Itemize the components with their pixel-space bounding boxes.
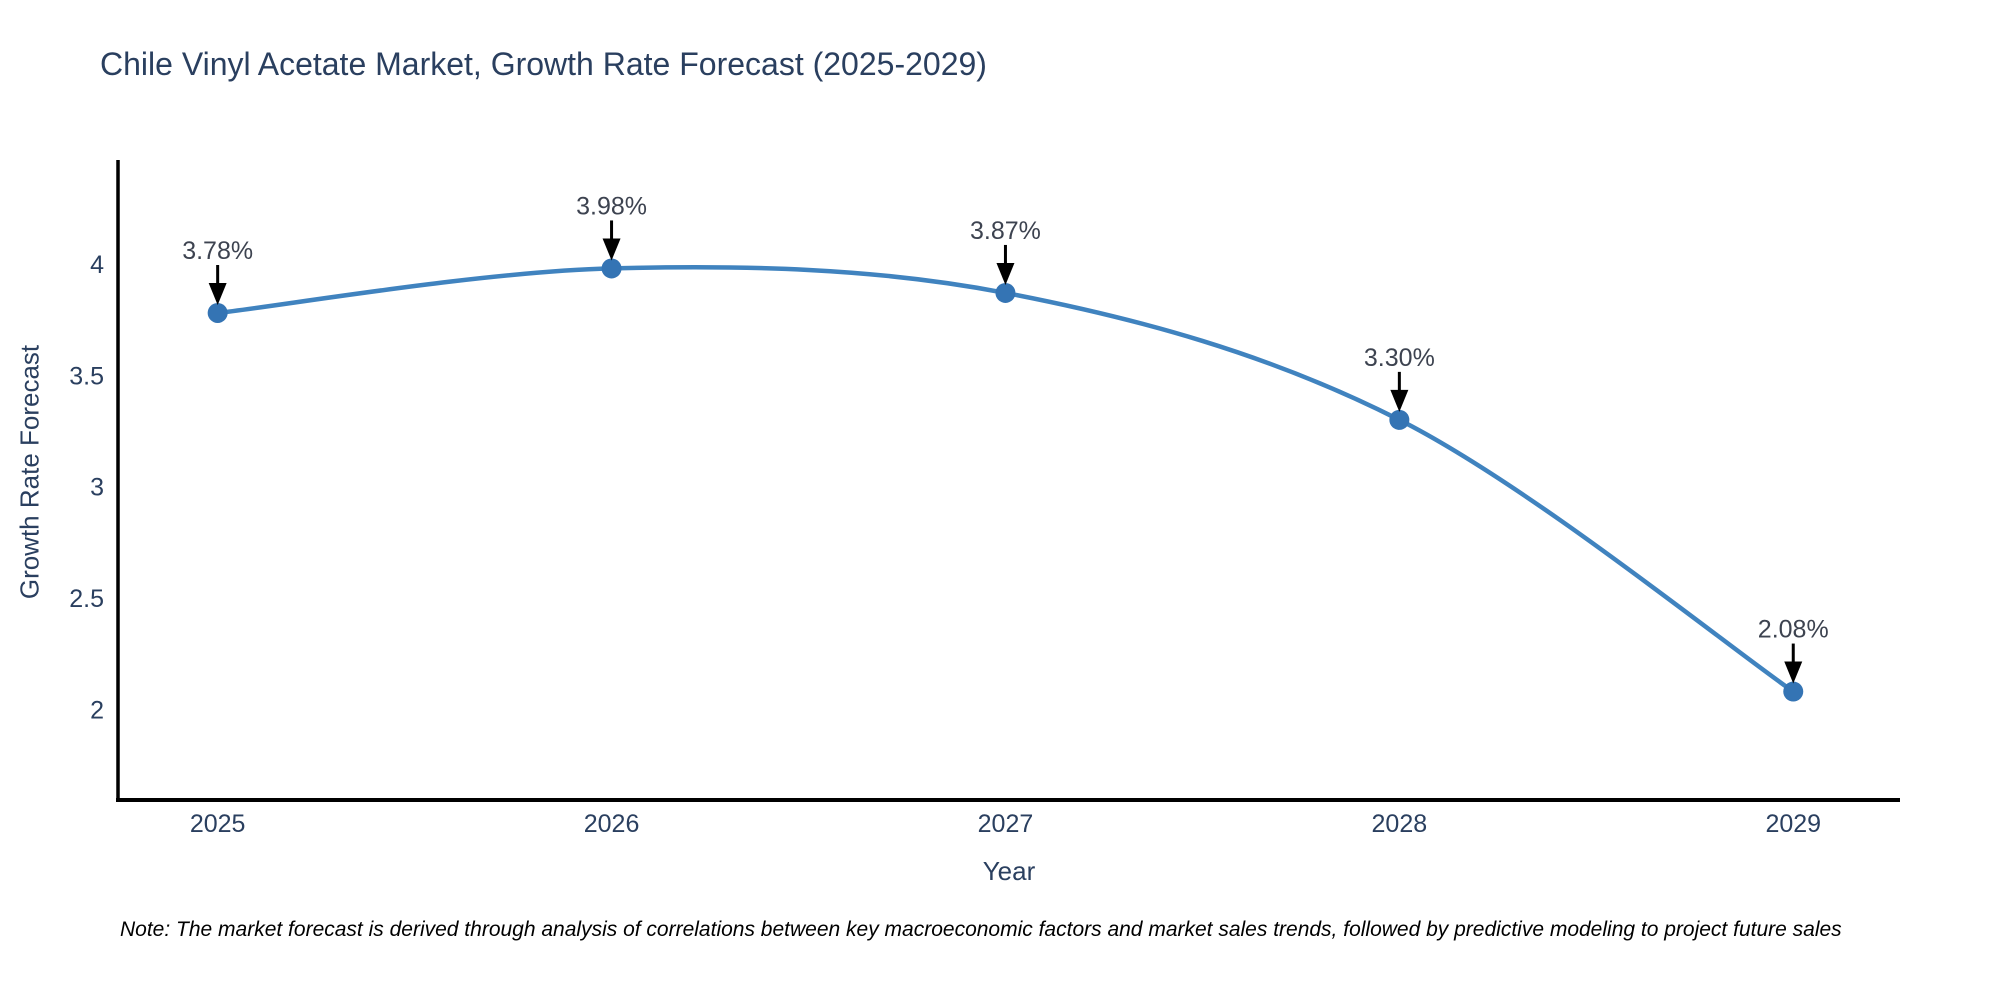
chart-footnote: Note: The market forecast is derived thr…	[120, 918, 1842, 941]
y-tick-label: 3.5	[69, 362, 104, 390]
point-value-label: 3.30%	[1364, 344, 1435, 372]
y-tick-label: 3	[90, 474, 104, 502]
x-tick-label: 2027	[978, 810, 1034, 838]
annotation-arrowhead-icon	[208, 282, 227, 305]
y-tick-label: 2.5	[69, 585, 104, 613]
forecast-line	[215, 265, 1796, 694]
point-value-label: 3.78%	[182, 237, 253, 265]
chart-title: Chile Vinyl Acetate Market, Growth Rate …	[100, 46, 987, 82]
y-tick-label: 2	[90, 696, 104, 724]
data-point-marker[interactable]	[1783, 681, 1804, 702]
y-tick-label: 4	[90, 251, 104, 279]
annotation-arrowhead-icon	[1784, 661, 1803, 684]
annotation-arrowhead-icon	[996, 262, 1015, 285]
annotation-arrowhead-icon	[1390, 389, 1409, 412]
x-tick-label: 2028	[1372, 810, 1428, 838]
annotation-arrowhead-icon	[602, 238, 621, 261]
x-tick-label: 2029	[1765, 810, 1821, 838]
point-value-label: 2.08%	[1758, 616, 1829, 644]
data-point-marker[interactable]	[995, 282, 1016, 303]
point-value-label: 3.98%	[576, 192, 647, 220]
x-axis-title: Year	[982, 856, 1036, 886]
data-point-marker[interactable]	[207, 302, 228, 323]
x-tick-label: 2025	[190, 810, 246, 838]
data-point-marker[interactable]	[1389, 409, 1410, 430]
point-value-label: 3.87%	[970, 217, 1041, 245]
y-axis-title: Growth Rate Forecast	[14, 344, 45, 600]
x-tick-label: 2026	[584, 810, 640, 838]
data-point-marker[interactable]	[601, 258, 622, 279]
